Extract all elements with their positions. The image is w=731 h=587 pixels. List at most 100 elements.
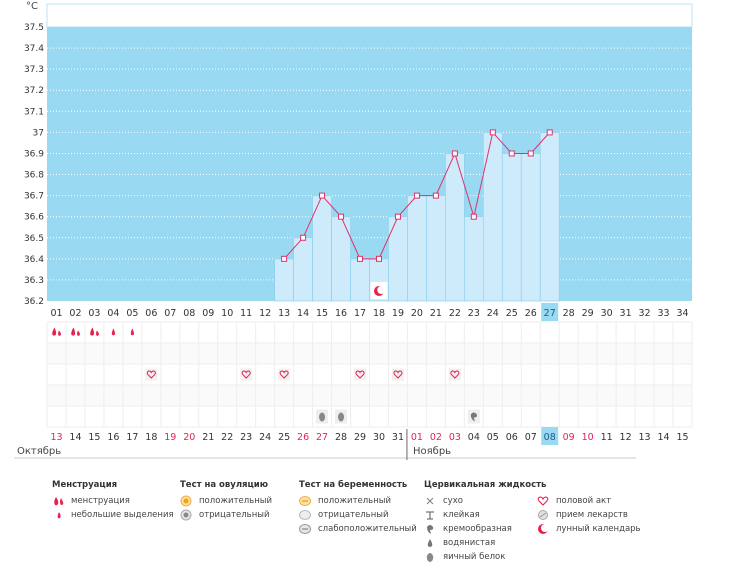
cycle-day-label: 05 — [126, 308, 138, 319]
cycle-day-label: 21 — [430, 308, 442, 319]
egg-shape — [338, 412, 345, 422]
legend-item-label: клейкая — [443, 510, 480, 520]
calendar-date-label: 10 — [582, 432, 594, 443]
calendar-date-label: 15 — [676, 432, 688, 443]
pregnancy-weak-icon — [299, 523, 313, 535]
legend-item: отрицательный — [180, 508, 272, 522]
intercourse-heart-icon — [240, 368, 253, 381]
legend-item-label: кремообразная — [443, 524, 512, 534]
cycle-day-label: 14 — [297, 308, 309, 319]
cycle-day-label: 01 — [50, 308, 62, 319]
cycle-day-label: 11 — [240, 308, 252, 319]
drop-shape — [71, 327, 80, 336]
temperature-point — [546, 129, 553, 136]
plot-area — [47, 27, 692, 301]
calendar-date-label: 29 — [354, 432, 366, 443]
intercourse-heart-icon — [391, 368, 404, 381]
cycle-day-label: 16 — [335, 308, 347, 319]
temperature-bar — [331, 216, 351, 302]
legend-ovulation-test: Тест на овуляцию положительный отрицател… — [180, 480, 272, 522]
calendar-date-label: 07 — [525, 432, 537, 443]
temperature-point — [394, 213, 401, 220]
calendar-date-label: 09 — [563, 432, 575, 443]
y-tick-label: 36.9 — [24, 149, 44, 159]
temperature-bar — [520, 153, 541, 302]
temperature-bar — [501, 153, 522, 302]
egg-shape — [319, 412, 326, 422]
legend-menstruation-title: Менструация — [52, 480, 118, 490]
legend-pregnancy-title: Тест на беременность — [299, 480, 408, 490]
creamy-fluid-icon — [467, 409, 480, 424]
temperature-point — [413, 192, 420, 199]
cycle-day-label: 10 — [221, 308, 233, 319]
legend-item-label: отрицательный — [318, 510, 389, 520]
calendar-date-label: 28 — [335, 432, 347, 443]
light-spotting-icon — [111, 328, 115, 336]
cycle-day-label: 02 — [69, 308, 81, 319]
cycle-day-label: 30 — [601, 308, 613, 319]
calendar-date-label: 31 — [392, 432, 404, 443]
intercourse-heart-icon — [448, 368, 461, 381]
y-tick-label: 36.3 — [24, 276, 44, 286]
legend-cervical-title: Цервикальная жидкость — [424, 480, 547, 490]
legend-item: прием лекарств — [537, 508, 641, 522]
calendar-date-label: 23 — [240, 432, 252, 443]
menstruation-icon — [52, 495, 66, 507]
watery-icon — [424, 537, 438, 549]
legend-other: половой акт прием лекарств лунный календ… — [537, 494, 641, 536]
y-tick-label: 36.8 — [24, 171, 44, 181]
drop-shape — [90, 327, 99, 336]
calendar-date-label: 26 — [297, 432, 309, 443]
temperature-point — [451, 150, 458, 157]
calendar-date-label: 17 — [126, 432, 138, 443]
legend-item: клейкая — [424, 508, 546, 522]
legend-item: кремообразная — [424, 522, 546, 536]
cycle-day-label: 08 — [183, 308, 195, 319]
cycle-day-label: 23 — [468, 308, 480, 319]
ovulation-positive-icon — [180, 495, 194, 507]
y-axis-unit: °C — [26, 1, 38, 12]
pregnancy-negative-icon — [299, 509, 313, 521]
calendar-date-label: 03 — [449, 432, 461, 443]
cycle-day-label: 25 — [506, 308, 518, 319]
legend-item: небольшие выделения — [52, 508, 174, 522]
legend-item: положительный — [299, 494, 417, 508]
calendar-date-label: 04 — [468, 432, 480, 443]
legend-item-label: положительный — [199, 496, 272, 506]
temperature-bar — [407, 195, 427, 302]
temperature-bar — [274, 258, 294, 302]
temperature-point — [508, 150, 515, 157]
temperature-bar — [482, 132, 503, 302]
legend-item-label: сухо — [443, 496, 463, 506]
temperature-point — [281, 255, 288, 262]
temperature-bar — [464, 216, 484, 302]
light-spotting-icon — [52, 509, 66, 521]
cycle-day-label: 07 — [164, 308, 176, 319]
calendar-date-label: 06 — [506, 432, 518, 443]
calendar-date-label: 20 — [183, 432, 195, 443]
dry-icon — [424, 495, 438, 507]
intercourse-heart-icon — [537, 495, 551, 507]
cycle-day-label: 20 — [411, 308, 423, 319]
legend-menstruation: Менструация менструация небольшие выделе… — [52, 480, 174, 522]
y-tick-label: 37.5 — [24, 23, 44, 33]
menstruation-icon — [71, 327, 80, 336]
cycle-day-label: 22 — [449, 308, 461, 319]
cycle-day-label: 03 — [88, 308, 100, 319]
cycle-day-label: 18 — [373, 308, 385, 319]
menstruation-icon — [52, 327, 61, 336]
legend-item: слабоположительный — [299, 522, 417, 536]
calendar-date-label: 27 — [316, 432, 328, 443]
y-tick-label: 37.3 — [24, 65, 44, 75]
drop-shape — [130, 328, 134, 336]
drop-shape — [111, 328, 115, 336]
cycle-day-label: 26 — [525, 308, 537, 319]
heart-shape — [279, 370, 289, 379]
legend-ovulation-title: Тест на овуляцию — [180, 480, 269, 490]
creamy-shape — [470, 412, 478, 422]
moon-icon-cut — [377, 286, 386, 294]
calendar-date-label: 24 — [259, 432, 271, 443]
calendar-date-label: 14 — [657, 432, 669, 443]
calendar-date-label: 30 — [373, 432, 385, 443]
cycle-day-label: 24 — [487, 308, 499, 319]
